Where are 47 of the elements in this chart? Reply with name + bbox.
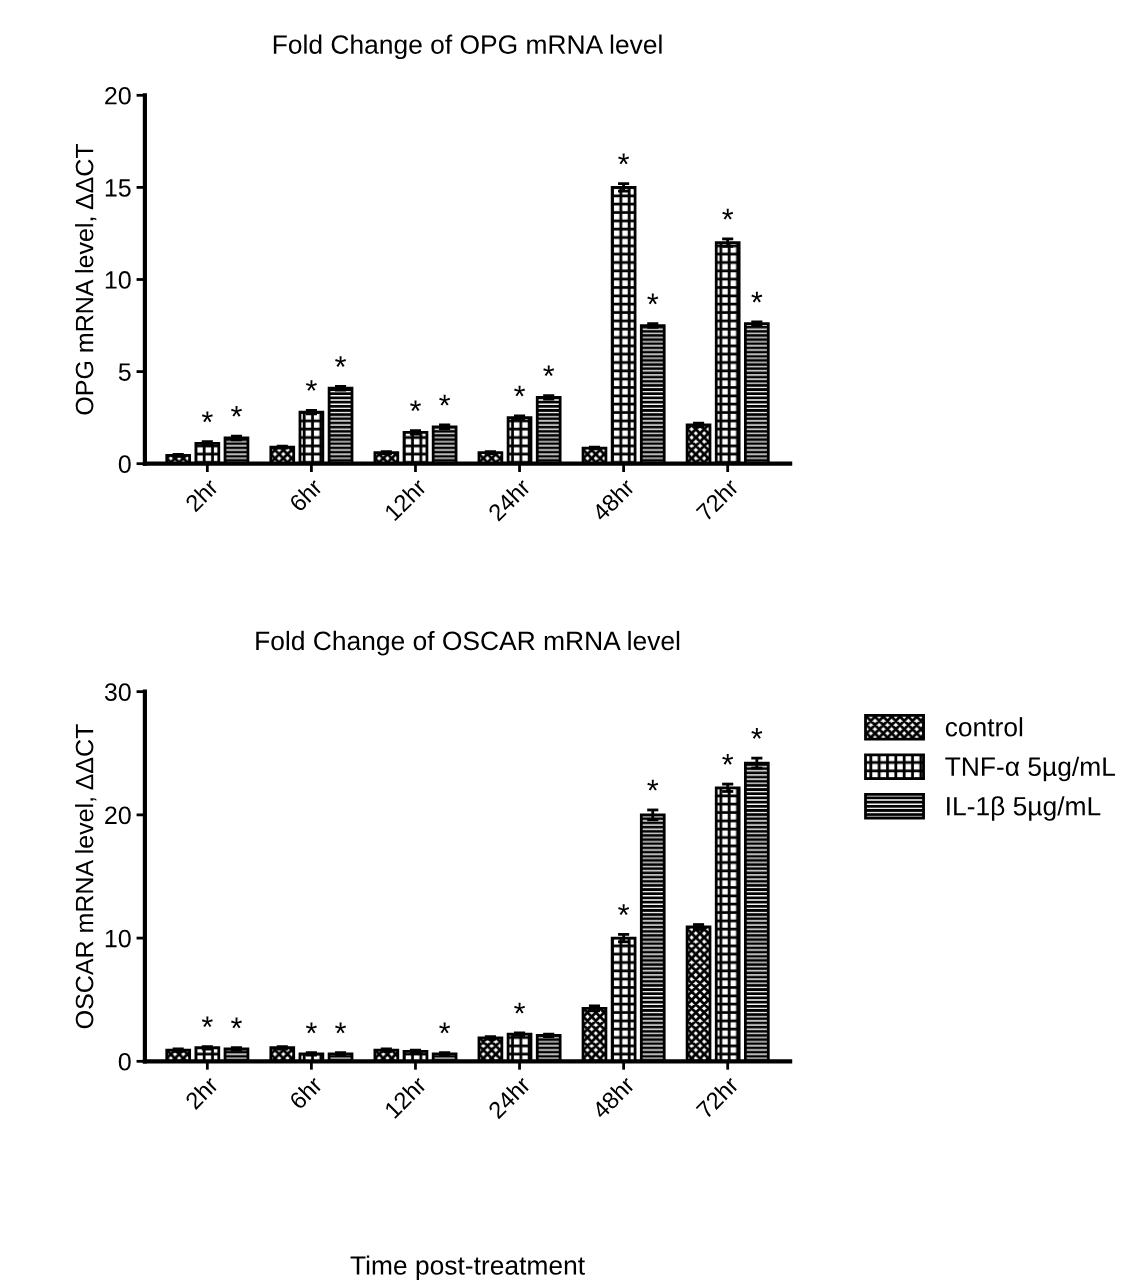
data-label: *: [335, 356, 347, 367]
y-tick-label: 15: [105, 179, 131, 197]
x-tick-label: 72hr: [695, 1074, 740, 1120]
data-label: *: [722, 208, 734, 220]
y-tick-label: 5: [118, 363, 131, 381]
data-label: *: [231, 405, 242, 417]
data-label: *: [722, 753, 734, 765]
data-label: *: [201, 1016, 213, 1028]
data-label: *: [647, 779, 659, 791]
x-tick-label: 48hr: [590, 1074, 636, 1120]
x-tick-label: 6hr: [288, 477, 324, 513]
data-label: *: [439, 1022, 451, 1034]
data-label: *: [618, 153, 630, 165]
legend-label: IL-1β 5µg/mL: [947, 796, 1101, 821]
x-tick-label: 6hr: [288, 1074, 324, 1111]
data-label: *: [543, 365, 555, 377]
data-label: *: [201, 411, 213, 423]
data-label: *: [751, 291, 763, 303]
y-axis-title: OPG mRNA level, ΔΔCT: [75, 143, 97, 415]
x-tick-label: 72hr: [695, 477, 740, 522]
y-tick-label: 20: [105, 86, 131, 105]
legend-label: control: [945, 717, 1023, 737]
data-label: *: [335, 1022, 347, 1034]
x-tick-label: 48hr: [590, 477, 636, 523]
chart-title: Fold Change of OSCAR mRNA level: [256, 630, 680, 656]
x-tick-label: 2hr: [184, 477, 220, 513]
data-label: *: [647, 293, 659, 305]
x-tick-label: 2hr: [184, 1074, 220, 1110]
data-label: *: [514, 1002, 526, 1014]
legend-label: TNF-α 5µg/mL: [945, 756, 1116, 782]
y-tick-label: 20: [105, 806, 131, 825]
data-label: *: [231, 1017, 242, 1029]
data-label: *: [410, 400, 421, 412]
data-label: *: [618, 904, 630, 915]
data-label: *: [305, 380, 317, 391]
y-tick-label: 10: [105, 929, 131, 948]
data-label: *: [751, 728, 763, 739]
chart-title: Fold Change of OPG mRNA level: [273, 34, 662, 60]
y-tick-label: 10: [105, 271, 131, 289]
y-tick-label: 0: [118, 455, 131, 473]
y-axis-title: OSCAR mRNA level, ΔΔCT: [75, 724, 97, 1029]
x-axis-title: Time post-treatment: [350, 1255, 585, 1281]
y-tick-label: 30: [104, 683, 131, 701]
y-tick-label: 0: [118, 1052, 131, 1071]
data-label: *: [439, 394, 451, 406]
data-label: *: [514, 385, 526, 397]
data-label: *: [305, 1022, 317, 1034]
